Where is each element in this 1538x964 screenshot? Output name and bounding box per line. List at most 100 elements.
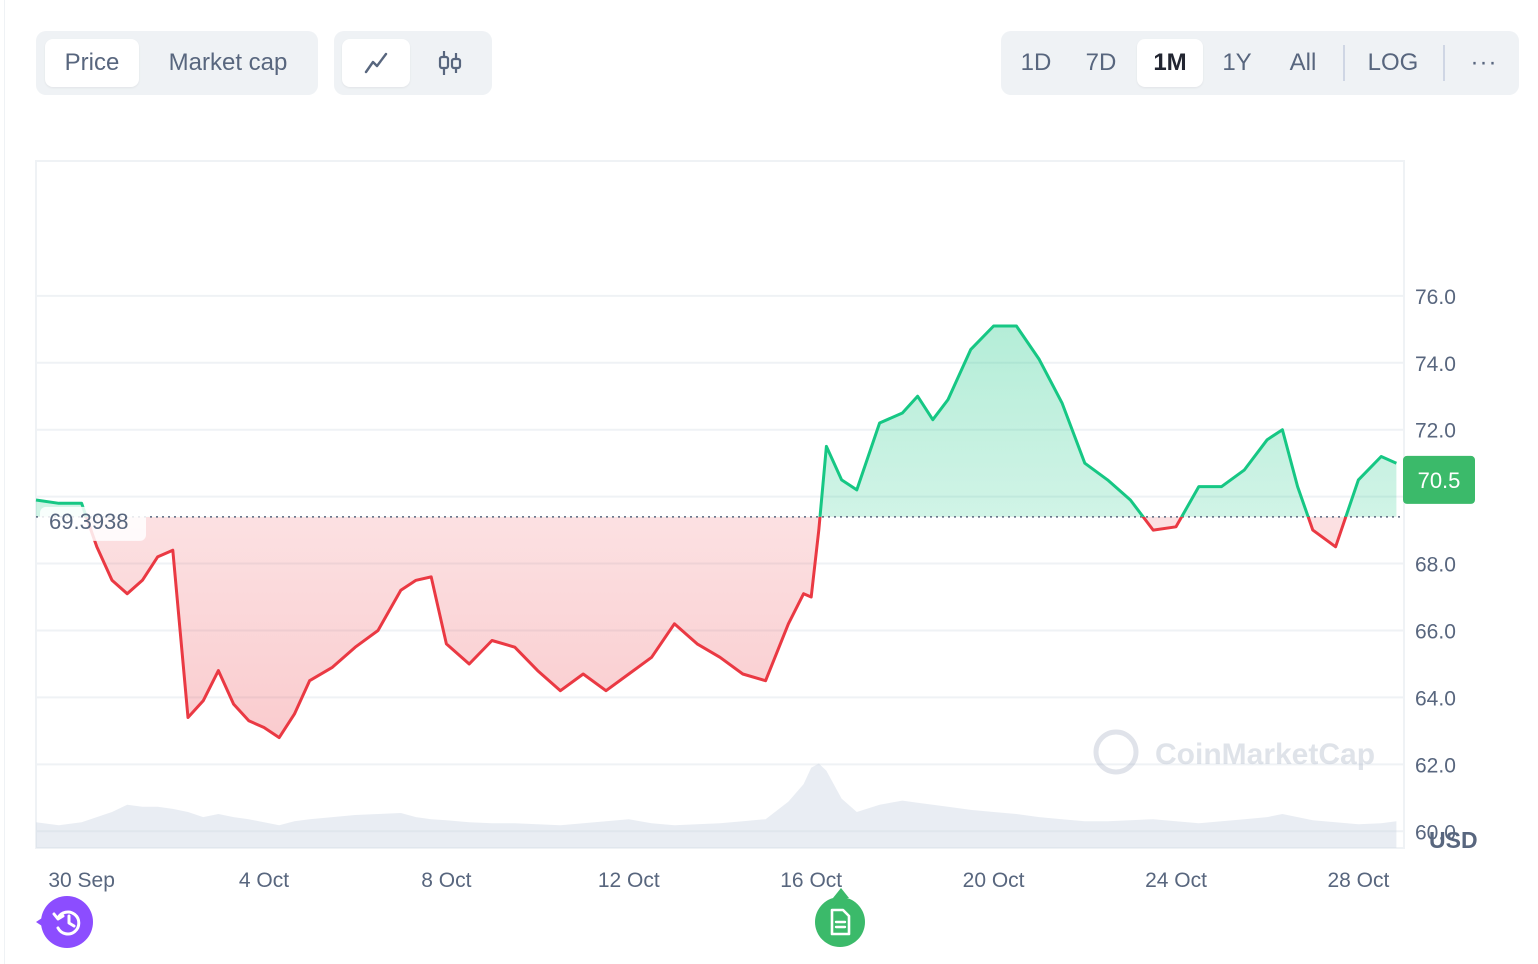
price-point [1035,355,1043,363]
area-below-baseline [86,516,1346,738]
x-tick-label: 12 Oct [598,869,660,892]
price-point [138,576,146,584]
price-point [93,543,101,551]
price-point [800,590,808,598]
price-point [1126,496,1134,504]
price-point [876,419,884,427]
y-tick-label: 74.0 [1415,353,1456,376]
history-icon [52,910,81,936]
price-point [1012,322,1020,330]
range-1d[interactable]: 1D [1020,49,1052,76]
price-point [898,409,906,417]
more-options-button[interactable]: ··· [1470,49,1498,76]
price-point [914,392,922,400]
price-point [184,714,192,722]
x-tick-label: 28 Oct [1327,869,1389,892]
price-point [1354,476,1362,484]
price-point [648,653,656,661]
price-point [260,724,268,732]
price-point [1309,526,1317,534]
price-point [1149,526,1157,534]
price-point [929,416,937,424]
range-divider [1343,45,1345,81]
price-point [822,442,830,450]
chart-type-toggle [334,31,492,95]
baseline-label-text: 69.3938 [49,509,129,534]
baseline-label-bg [40,506,146,541]
price-point [784,620,792,628]
x-tick-label: 16 Oct [780,869,842,892]
price-point [807,593,815,601]
event-marker-button[interactable] [815,897,865,947]
history-button-pointer [36,914,48,930]
price-point [556,687,564,695]
volume-area [36,763,1397,848]
price-point [328,663,336,671]
price-point [123,590,131,598]
price-point [154,553,162,561]
y-tick-label: 64.0 [1415,687,1456,710]
price-point [199,697,207,705]
range-1m[interactable]: 1M [1137,39,1203,87]
candlestick-button[interactable] [416,39,484,87]
price-point [815,526,823,534]
current-price-badge-bg [1403,455,1475,504]
coinmarketcap-logo-icon [1093,729,1139,775]
price-point [625,670,633,678]
price-point [967,345,975,353]
price-point [214,667,222,675]
price-point [169,546,177,554]
range-1y[interactable]: 1Y [1222,49,1252,76]
range-all[interactable]: All [1289,49,1317,76]
x-tick-label: 20 Oct [963,869,1025,892]
price-point [1058,399,1066,407]
x-tick-label: 8 Oct [421,869,471,892]
document-icon [830,908,851,936]
y-tick-label: 60.0 [1415,821,1456,844]
price-point [602,687,610,695]
x-tick-label: 4 Oct [239,869,289,892]
price-point [412,576,420,584]
price-point [716,653,724,661]
price-point [1294,483,1302,491]
price-point [306,677,314,685]
log-toggle[interactable]: LOG [1367,49,1419,76]
price-point [838,476,846,484]
price-point [1081,459,1089,467]
price-point [534,667,542,675]
price-point [1392,459,1400,467]
price-point [351,643,359,651]
price-point [1104,476,1112,484]
price-point [1218,483,1226,491]
tab-market-cap[interactable]: Market cap [168,49,288,76]
price-point [1195,483,1203,491]
price-point [230,700,238,708]
candlestick-icon [438,51,462,75]
price-point [1278,426,1286,434]
price-point [944,396,952,404]
x-tick-label: 30 Sep [48,869,115,892]
y-tick-label: 72.0 [1415,420,1456,443]
price-point [397,586,405,594]
price-point [579,670,587,678]
price-point [1240,466,1248,474]
price-point [1377,453,1385,461]
event-marker-pointer [833,888,849,898]
price-point [693,640,701,648]
currency-label: USD [1429,827,1478,853]
area-above-baseline [36,326,1397,517]
line-chart-button[interactable] [342,39,410,87]
page-left-border [4,0,5,964]
range-7d[interactable]: 7D [1085,49,1117,76]
watermark: CoinMarketCap [1093,729,1375,775]
tab-price[interactable]: Price [45,39,139,87]
price-point [427,573,435,581]
range-toggle: 1D 7D 1M 1Y All LOG ··· [1001,31,1519,95]
price-point [739,670,747,678]
price-point [762,677,770,685]
price-point [465,660,473,668]
price-point [442,640,450,648]
history-button[interactable] [41,896,93,948]
y-tick-label: 62.0 [1415,754,1456,777]
